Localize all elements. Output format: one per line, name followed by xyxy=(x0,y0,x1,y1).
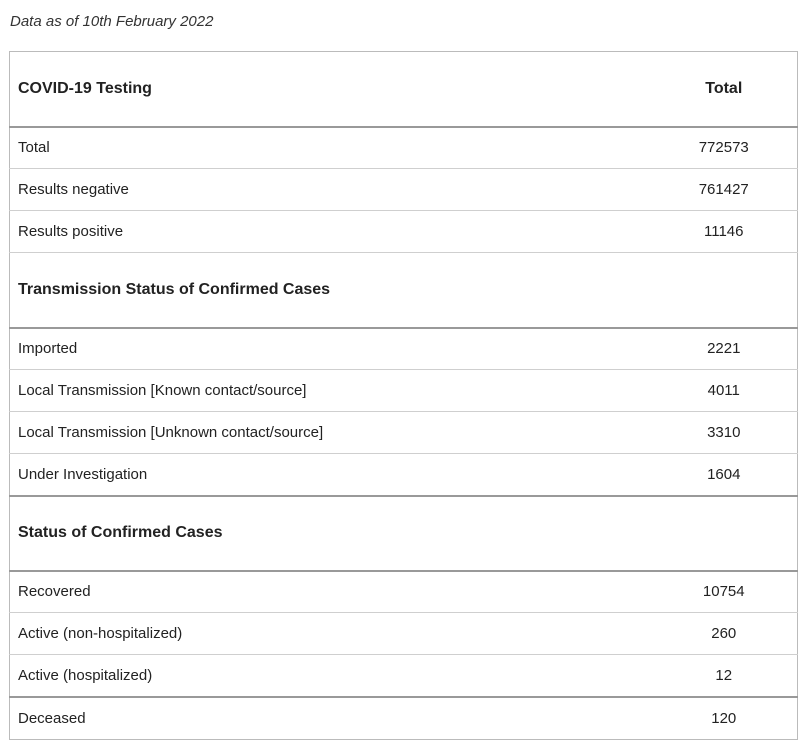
section-header-testing: COVID-19 Testing Total xyxy=(9,51,798,128)
table-row: Local Transmission [Known contact/source… xyxy=(9,369,798,412)
table-row: Total 772573 xyxy=(9,126,798,169)
table-row: Local Transmission [Unknown contact/sour… xyxy=(9,411,798,454)
column-header-total: Total xyxy=(650,51,798,128)
row-value: 10754 xyxy=(650,570,798,613)
row-value: 761427 xyxy=(650,168,798,211)
data-date-caption: Data as of 10th February 2022 xyxy=(10,13,214,30)
row-value: 2221 xyxy=(650,327,798,370)
covid-stats-table: COVID-19 Testing Total Total 772573 Resu… xyxy=(9,51,798,740)
row-value: 4011 xyxy=(650,369,798,412)
row-value: 12 xyxy=(650,654,798,698)
table-row: Deceased 120 xyxy=(10,697,798,740)
row-label: Active (non-hospitalized) xyxy=(9,612,651,655)
row-value: 3310 xyxy=(650,411,798,454)
row-label: Local Transmission [Known contact/source… xyxy=(9,369,651,412)
table-row: Active (hospitalized) 12 xyxy=(9,654,798,698)
row-value: 772573 xyxy=(650,126,798,169)
table-row: Imported 2221 xyxy=(9,327,798,370)
row-value: 260 xyxy=(650,612,798,655)
row-label: Total xyxy=(9,126,651,169)
row-label: Deceased xyxy=(18,709,86,727)
table-row: Active (non-hospitalized) 260 xyxy=(9,612,798,655)
table-row: Results positive 11146 xyxy=(9,210,798,253)
row-label: Local Transmission [Unknown contact/sour… xyxy=(9,411,651,454)
row-label: Results positive xyxy=(9,210,651,253)
column-header xyxy=(650,252,798,329)
section-title: Transmission Status of Confirmed Cases xyxy=(9,252,651,329)
section-header-transmission: Transmission Status of Confirmed Cases xyxy=(9,252,798,329)
row-label: Recovered xyxy=(9,570,651,613)
section-title: COVID-19 Testing xyxy=(9,51,651,128)
row-label: Imported xyxy=(9,327,651,370)
row-value: 120 xyxy=(711,709,737,727)
table-row: Recovered 10754 xyxy=(9,570,798,613)
table-row: Results negative 761427 xyxy=(9,168,798,211)
row-value: 1604 xyxy=(650,453,798,497)
column-header xyxy=(650,495,798,572)
row-label: Under Investigation xyxy=(9,453,651,497)
row-value: 11146 xyxy=(650,210,798,253)
section-header-status: Status of Confirmed Cases xyxy=(9,495,798,572)
table-row: Under Investigation 1604 xyxy=(9,453,798,497)
row-label: Active (hospitalized) xyxy=(9,654,651,698)
row-label: Results negative xyxy=(9,168,651,211)
section-title: Status of Confirmed Cases xyxy=(9,495,651,572)
